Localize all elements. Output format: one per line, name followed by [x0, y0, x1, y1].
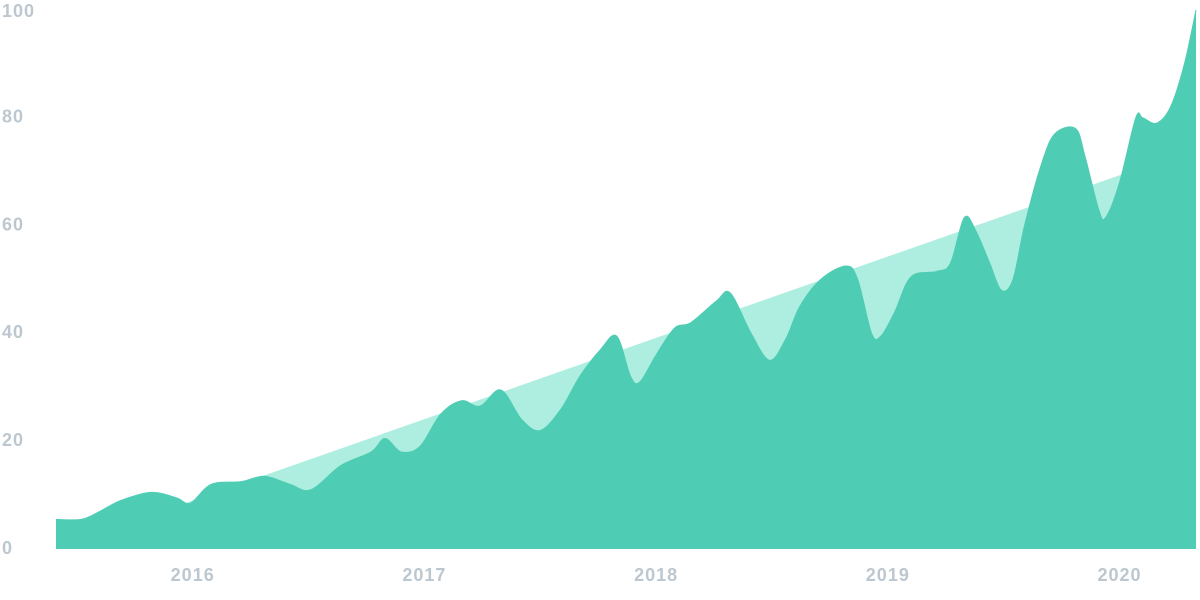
x-tick-label: 2017 — [402, 565, 446, 585]
area-fill — [56, 10, 1196, 549]
y-tick-label: 40 — [2, 322, 24, 342]
x-tick-label: 2018 — [634, 565, 678, 585]
y-tick-label: 100 — [2, 1, 35, 21]
x-tick-label: 2020 — [1098, 565, 1142, 585]
area-line — [55, 9, 1197, 521]
y-tick-label: 60 — [2, 214, 24, 234]
x-tick-label: 2019 — [866, 565, 910, 585]
x-tick-label: 2016 — [171, 565, 215, 585]
y-tick-label: 80 — [2, 107, 24, 127]
y-tick-label: 20 — [2, 430, 24, 450]
y-tick-label: 0 — [2, 538, 13, 558]
